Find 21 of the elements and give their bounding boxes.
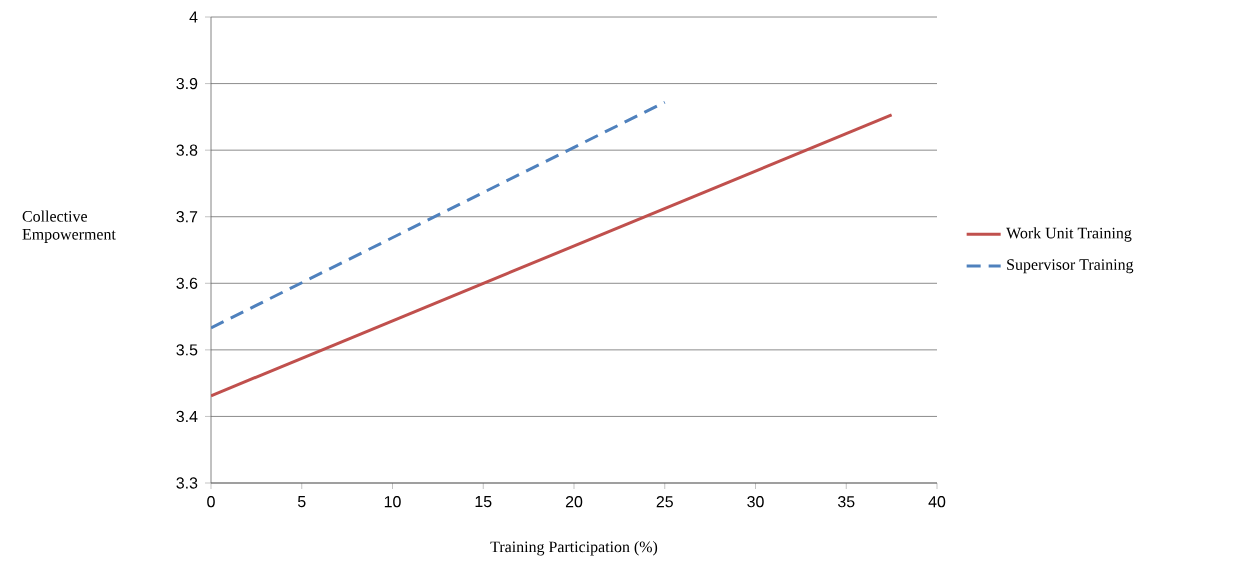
legend-label: Work Unit Training	[1006, 227, 1132, 242]
x-tick-label: 5	[297, 496, 306, 508]
y-tick-label: 3.6	[176, 277, 198, 289]
x-tick-label: 35	[837, 496, 855, 508]
legend-label: Supervisor Training	[1007, 259, 1134, 274]
x-tick-label: 40	[928, 496, 946, 508]
x-tick-label: 25	[656, 496, 673, 508]
y-tick-label: 3.3	[176, 477, 198, 489]
x-tick-label: 20	[565, 496, 583, 508]
x-tick-label: 10	[384, 496, 401, 508]
y-axis-title: Collective Empowerment	[22, 210, 116, 243]
x-tick-label: 30	[747, 496, 764, 508]
y-tick-label: 3.9	[176, 77, 198, 90]
x-axis-title: Training Participation (%)	[490, 541, 658, 556]
y-tick-label: 3.8	[176, 144, 198, 156]
y-tick-label: 3.7	[176, 211, 198, 223]
x-tick-label: 15	[475, 496, 492, 508]
y-tick-label: 3.4	[176, 410, 198, 423]
y-tick-label: 3.5	[176, 344, 198, 356]
y-tick-label: 4	[189, 11, 198, 23]
x-tick-label: 0	[207, 496, 215, 508]
